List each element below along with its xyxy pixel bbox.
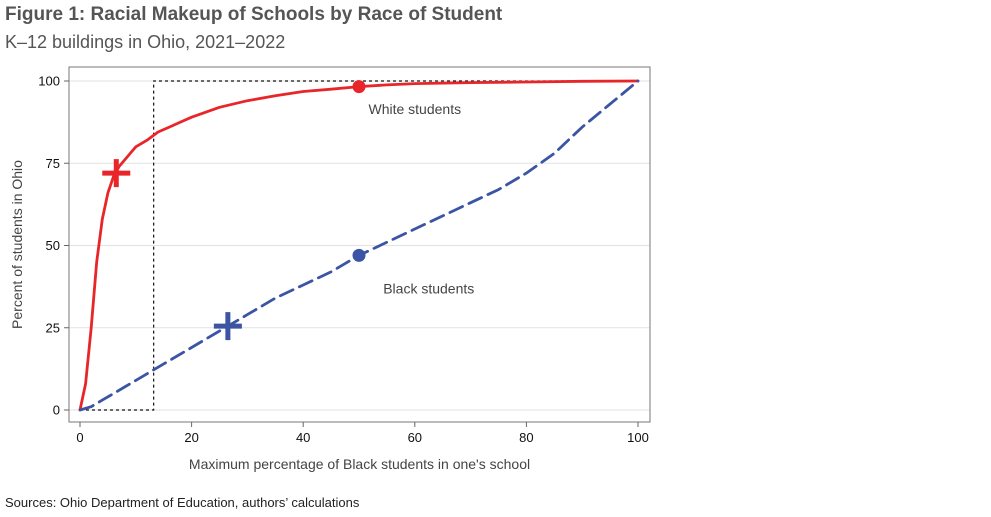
reference-box — [80, 80, 638, 411]
source-note: Sources: Ohio Department of Education, a… — [5, 495, 360, 510]
x-tick-label: 20 — [184, 430, 198, 445]
annotation-black-students: Black students — [383, 280, 474, 296]
grid-layer — [69, 80, 650, 411]
y-tick-label: 50 — [46, 238, 60, 253]
label-layer: White students Black students — [368, 101, 474, 296]
y-axis-title: Percent of students in Ohio — [9, 160, 25, 329]
chart-title: Figure 1: Racial Makeup of Schools by Ra… — [5, 4, 503, 25]
chart-subtitle: K–12 buildings in Ohio, 2021–2022 — [5, 32, 286, 52]
y-tick-label: 75 — [46, 156, 60, 171]
x-axis-title: Maximum percentage of Black students in … — [189, 456, 530, 472]
x-tick-label: 100 — [627, 430, 649, 445]
x-tick-label: 40 — [296, 430, 310, 445]
axes-layer: 0 25 50 75 100 0 20 40 60 80 100 Maximum percentage… — [9, 66, 651, 472]
x-tick-label: 0 — [76, 430, 83, 445]
marker-layer — [102, 80, 366, 341]
y-tick-label: 0 — [53, 403, 60, 418]
annotation-white-students: White students — [368, 101, 461, 117]
plus-marker-white-students — [102, 159, 131, 188]
x-tick-label: 60 — [408, 430, 422, 445]
y-tick-label: 25 — [46, 320, 60, 335]
dot-marker-white-students — [352, 80, 366, 94]
series-layer — [78, 79, 640, 412]
series-line-white-students — [78, 79, 640, 412]
dot-marker-black-students — [352, 248, 366, 262]
x-tick-label: 80 — [519, 430, 533, 445]
plus-marker-black-students — [213, 312, 242, 341]
plot-frame — [68, 66, 651, 423]
series-line-black-students — [78, 79, 640, 412]
y-tick-label: 100 — [38, 74, 60, 89]
